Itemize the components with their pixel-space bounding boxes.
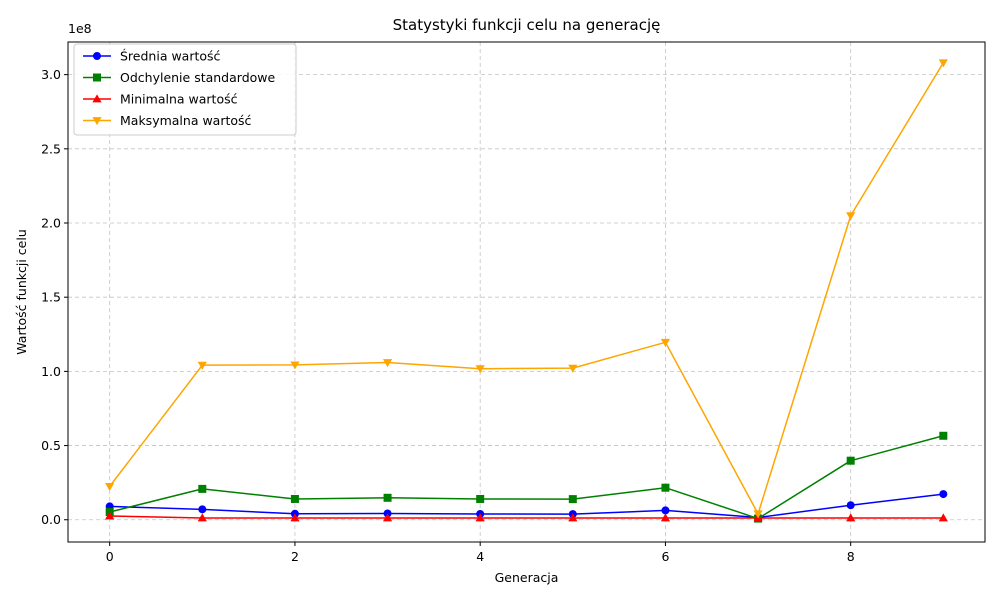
data-point: [197, 361, 207, 370]
series-line: [109, 515, 944, 519]
plot-frame: [67, 41, 986, 543]
data-point: [846, 212, 856, 221]
series-line: [109, 62, 944, 515]
x-axis-title: Generacja: [495, 570, 559, 585]
y-tick-label: 1.5: [41, 290, 61, 305]
chart-title: Statystyki funkcji celu na generację: [393, 16, 661, 34]
legend-box: [73, 43, 297, 136]
data-point: [290, 494, 299, 503]
data-point: [383, 493, 392, 502]
legend-label: Średnia wartość: [120, 49, 221, 64]
legend-label: Maksymalna wartość: [120, 113, 252, 128]
legend-label: Minimalna wartość: [120, 92, 238, 107]
x-tick-label: 8: [847, 549, 855, 564]
series-line: [109, 435, 944, 520]
data-point: [938, 513, 948, 522]
x-tick-label: 6: [661, 549, 669, 564]
legend-marker: [93, 52, 101, 60]
data-point: [198, 505, 207, 514]
x-tick-label: 0: [106, 549, 114, 564]
data-point: [939, 490, 948, 499]
axis-ticks: 0 2 4 6 8 0.0 0.5 1.0 1.5 2.0 2.5 3.0: [41, 67, 855, 564]
y-tick-label: 2.0: [41, 216, 61, 231]
data-point: [939, 431, 948, 440]
data-point: [382, 359, 393, 368]
y-tick-label: 1.0: [41, 364, 61, 379]
data-point: [475, 513, 485, 522]
data-point: [660, 513, 671, 522]
data-point: [568, 364, 578, 373]
data-point: [660, 338, 671, 347]
data-point: [105, 482, 115, 491]
x-tick-label: 4: [476, 549, 484, 564]
y-offset-label: 1e8: [68, 21, 92, 36]
data-point: [846, 513, 856, 522]
data-point: [290, 361, 300, 370]
data-point: [938, 59, 948, 68]
legend-marker: [92, 94, 102, 103]
y-tick-label: 3.0: [41, 67, 61, 82]
data-point: [105, 511, 115, 520]
data-point: [661, 506, 670, 515]
series-layer: [105, 59, 948, 523]
legend: Średnia wartość Odchylenie standardowe Min…: [73, 43, 297, 136]
data-point: [476, 494, 485, 503]
legend-label: Odchylenie standardowe: [120, 70, 276, 85]
y-tick-label: 0.5: [41, 438, 61, 453]
data-point: [475, 365, 485, 374]
legend-marker: [92, 117, 102, 126]
data-point: [382, 513, 393, 522]
x-tick-label: 2: [291, 549, 299, 564]
data-point: [197, 513, 207, 522]
data-point: [290, 513, 300, 522]
series-3: [105, 59, 948, 519]
series-2: [105, 511, 948, 522]
data-point: [568, 513, 578, 522]
data-point: [198, 484, 207, 493]
y-tick-label: 0.0: [41, 512, 61, 527]
y-axis-title: Wartość funkcji celu: [14, 229, 29, 355]
y-tick-label: 2.5: [41, 141, 61, 156]
series-line: [109, 493, 944, 519]
data-point: [568, 495, 577, 504]
data-point: [846, 456, 855, 465]
data-point: [753, 510, 763, 519]
data-point: [846, 501, 855, 510]
legend-marker: [93, 73, 101, 82]
data-point: [661, 483, 670, 492]
